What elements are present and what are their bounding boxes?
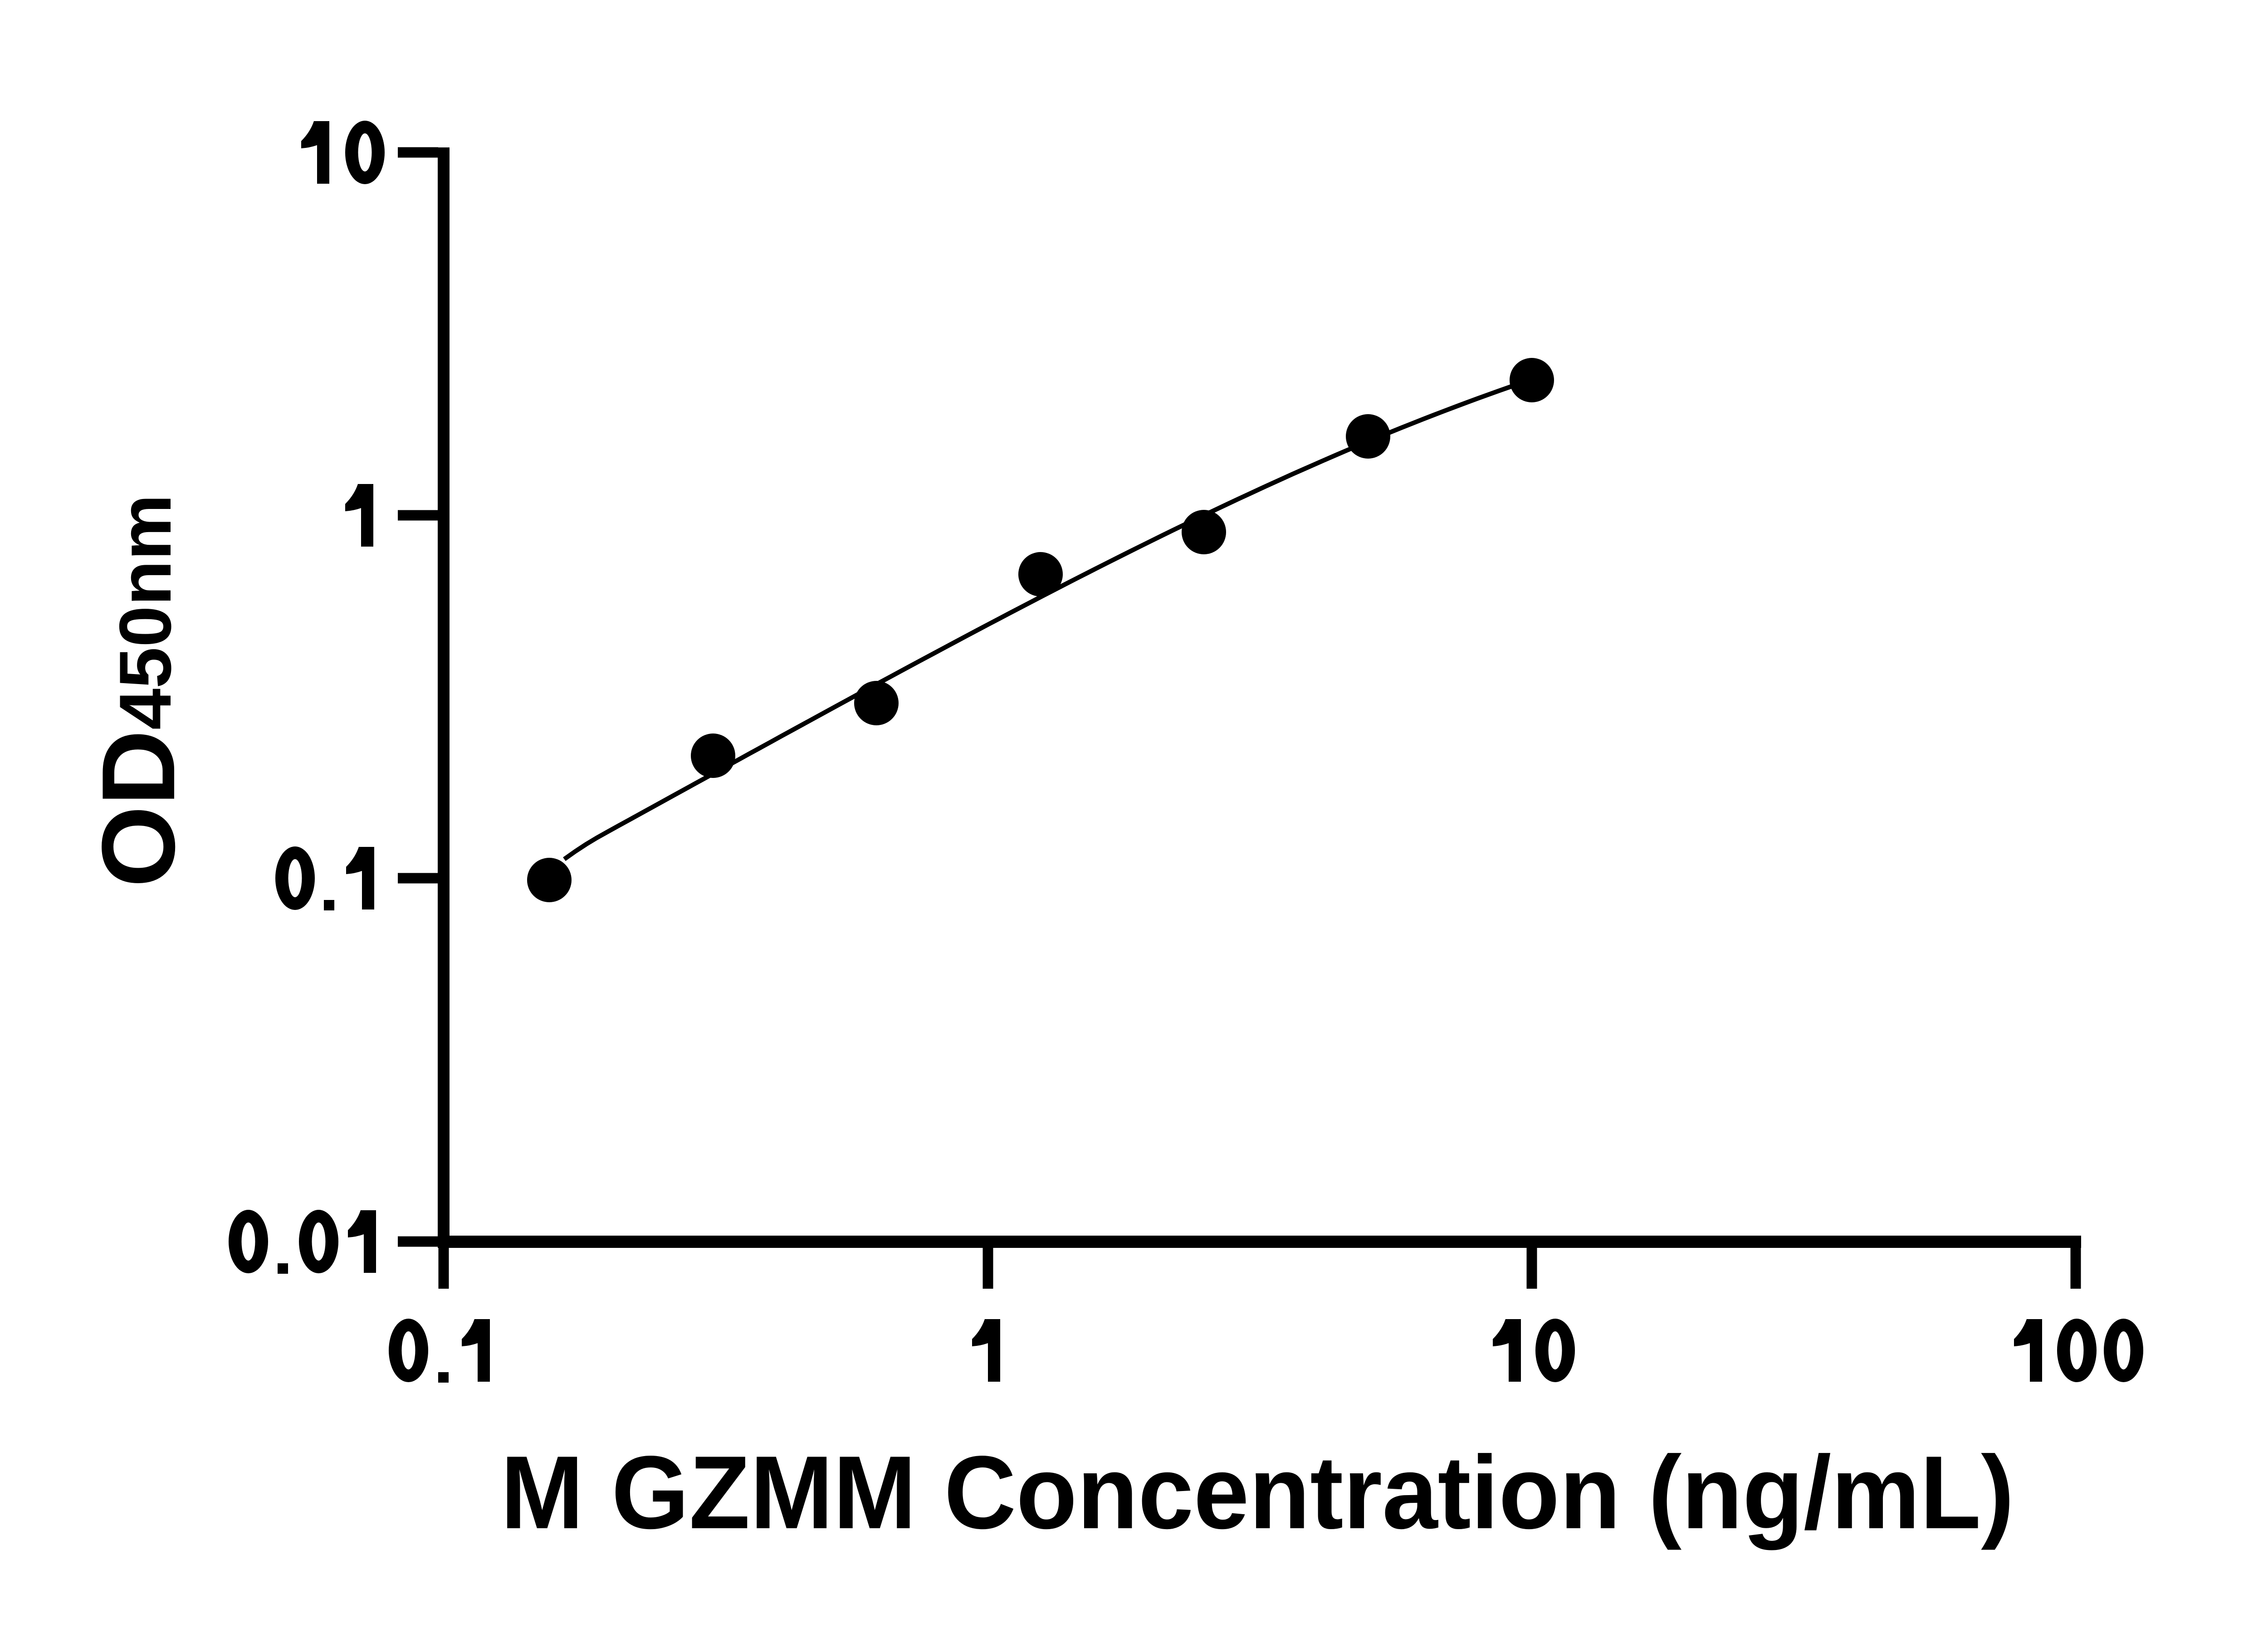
svg-text:M GZMM Concentration (ng/mL): M GZMM Concentration (ng/mL) [500, 1434, 2014, 1550]
